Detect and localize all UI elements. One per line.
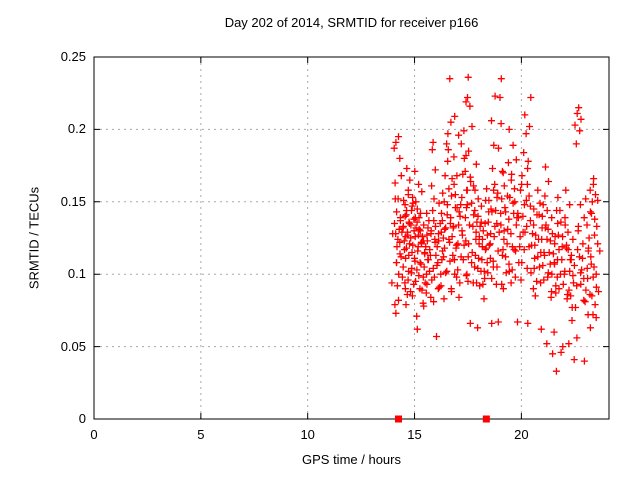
chart-title: Day 202 of 2014, SRMTID for receiver p16… (224, 15, 479, 30)
x-tick-label: 15 (407, 427, 422, 442)
y-tick-label: 0.05 (60, 338, 86, 354)
x-tick-label: 5 (197, 427, 205, 442)
y-tick-label: 0.1 (67, 266, 86, 282)
y-tick-label: 0 (78, 411, 86, 426)
y-tick-label: 0.25 (60, 49, 86, 64)
x-tick-label: 20 (514, 427, 529, 442)
y-tick-label: 0.15 (60, 193, 86, 209)
grid-lines (94, 57, 609, 419)
x-axis-title: GPS time / hours (302, 452, 401, 467)
baseline-square-marker (395, 415, 403, 423)
y-tick-label: 0.2 (67, 121, 86, 137)
scatter-series (388, 73, 604, 375)
axis-ticks (93, 56, 609, 420)
x-tick-label: 10 (300, 427, 315, 442)
plot-border (93, 56, 610, 420)
baseline-square-marker (482, 415, 490, 423)
x-tick-label: 0 (90, 427, 98, 442)
